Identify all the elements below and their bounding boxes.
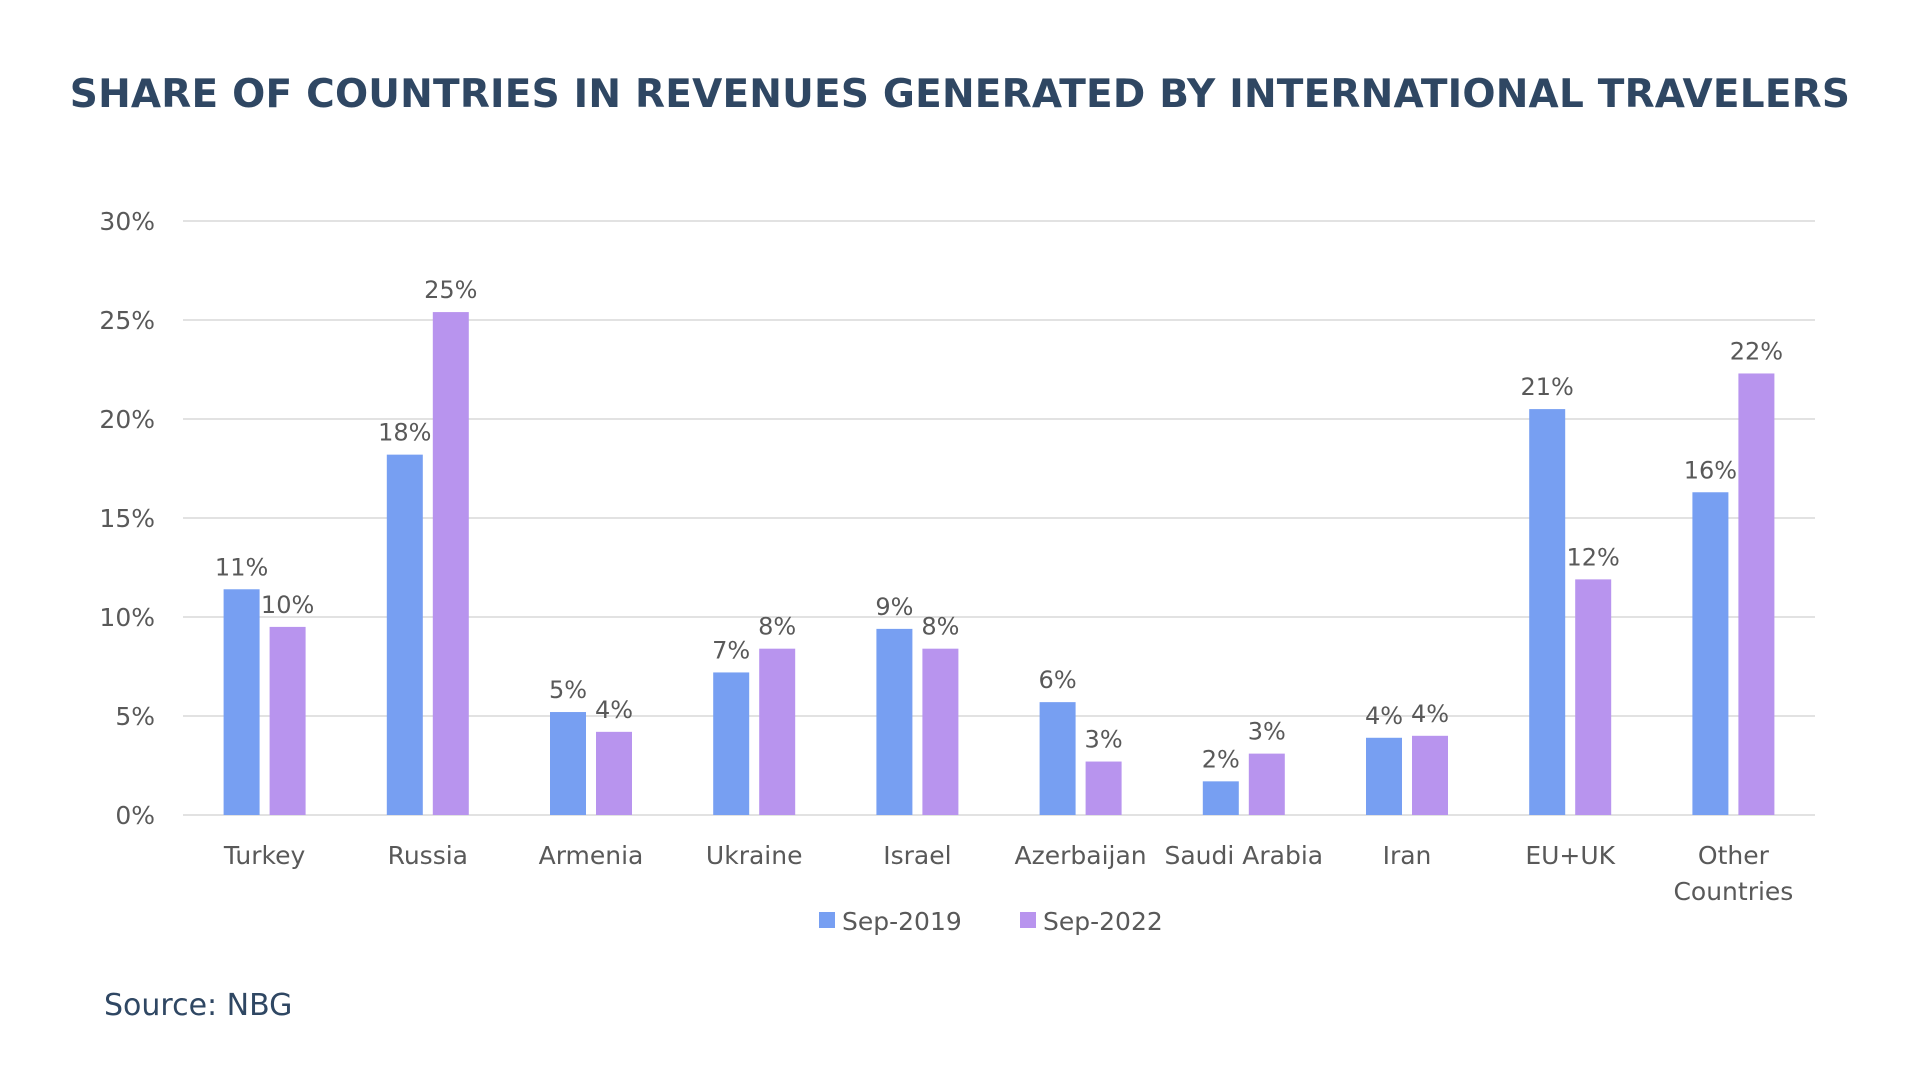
bar-sep-2022 <box>1738 373 1775 815</box>
category-label: Saudi Arabia <box>1164 841 1323 870</box>
data-label: 11% <box>215 553 268 581</box>
bar-sep-2019 <box>1529 409 1566 815</box>
y-axis-ticks: 0% 5% 10% 15% 20% 25% 30% <box>99 207 155 830</box>
data-label: 22% <box>1730 337 1783 365</box>
bar-sep-2022 <box>922 648 959 815</box>
gridlines <box>183 220 1815 816</box>
data-label: 25% <box>424 276 477 304</box>
data-labels: 11% 10% 18% 25% 5% 4% 7% 8% 9% 8% 6% 3% 2% 3% 4% 4% 21% 1… <box>215 276 1783 773</box>
data-label: 21% <box>1521 373 1574 401</box>
bar-sep-2019 <box>1202 781 1239 815</box>
bar-sep-2022 <box>1248 753 1285 815</box>
bar-sep-2022 <box>1575 579 1612 815</box>
bar-sep-2019 <box>550 712 586 815</box>
bar-sep-2022 <box>269 626 306 815</box>
data-label: 6% <box>1039 666 1077 694</box>
bar-sep-2019 <box>1692 492 1729 815</box>
data-label: 9% <box>875 593 913 621</box>
category-label: Iran <box>1383 841 1432 870</box>
y-tick-label: 25% <box>99 306 155 335</box>
bar-sep-2022 <box>1085 761 1122 815</box>
data-label: 18% <box>378 419 431 447</box>
source-note: Source: NBG <box>104 988 293 1023</box>
y-tick-label: 30% <box>99 207 155 236</box>
legend-swatch <box>819 912 835 928</box>
bar-sep-2022 <box>432 312 469 815</box>
x-axis-categories: Turkey Russia Armenia Ukraine Israel Azerbaij… <box>223 841 1793 906</box>
data-label: 5% <box>549 676 587 704</box>
category-label: Other Countries <box>1673 841 1793 906</box>
y-tick-label: 15% <box>99 504 155 533</box>
data-label: 12% <box>1567 543 1620 571</box>
category-label: Russia <box>388 841 468 870</box>
data-label: 8% <box>758 613 796 641</box>
bar-sep-2022 <box>596 731 632 815</box>
data-label: 7% <box>712 636 750 664</box>
y-tick-label: 0% <box>115 801 155 830</box>
y-tick-label: 10% <box>99 603 155 632</box>
bar-sep-2022 <box>759 648 796 815</box>
data-label: 4% <box>1365 702 1403 730</box>
category-label: Israel <box>883 841 951 870</box>
category-label: Azerbaijan <box>1015 841 1147 870</box>
data-label: 4% <box>595 696 633 724</box>
legend: Sep-2019 Sep-2022 <box>819 907 1163 936</box>
data-label: 4% <box>1411 700 1449 728</box>
legend-label: Sep-2019 <box>842 907 962 936</box>
bar-sep-2022 <box>1412 735 1448 815</box>
bar-sep-2019 <box>876 628 913 815</box>
category-label: Turkey <box>223 841 306 870</box>
bar-sep-2019 <box>1366 737 1402 815</box>
legend-label: Sep-2022 <box>1043 907 1163 936</box>
data-label: 16% <box>1684 456 1737 484</box>
category-label: Ukraine <box>706 841 803 870</box>
data-label: 8% <box>921 613 959 641</box>
bar-sep-2019 <box>713 672 750 815</box>
category-label: EU+UK <box>1525 841 1615 870</box>
y-tick-label: 20% <box>99 405 155 434</box>
data-label: 3% <box>1085 726 1123 754</box>
y-tick-label: 5% <box>115 702 155 731</box>
category-label: Armenia <box>539 841 644 870</box>
chart-title: SHARE OF COUNTRIES IN REVENUES GENERATED… <box>69 72 1851 117</box>
legend-swatch <box>1020 912 1036 928</box>
data-label: 2% <box>1202 745 1240 773</box>
bar-sep-2019 <box>386 454 423 815</box>
bars <box>223 312 1775 815</box>
data-label: 3% <box>1248 718 1286 746</box>
bar-sep-2019 <box>223 589 260 815</box>
data-label: 10% <box>261 591 314 619</box>
bar-sep-2019 <box>1039 702 1076 815</box>
